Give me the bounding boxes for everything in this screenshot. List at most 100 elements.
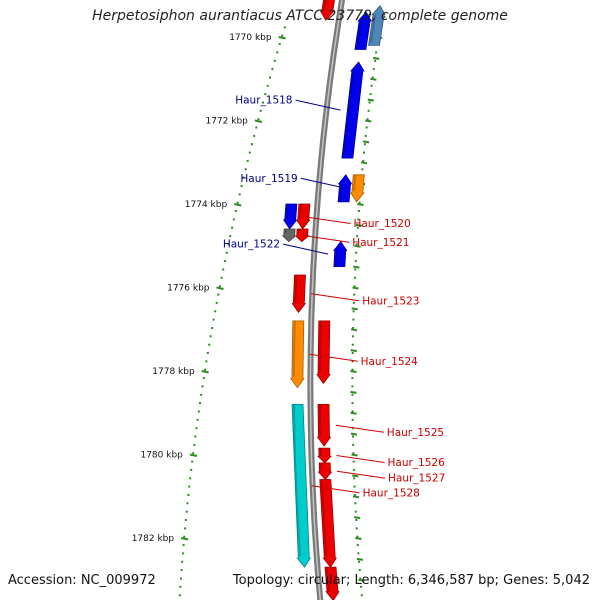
outer-ring-dot bbox=[357, 552, 360, 555]
outer-ring-dot bbox=[351, 393, 354, 396]
gene-arrow[interactable] bbox=[319, 479, 338, 568]
outer-ring-dot bbox=[358, 201, 361, 204]
scale-dot bbox=[251, 143, 253, 146]
gene-label[interactable]: Haur_1525 bbox=[387, 427, 444, 439]
backbone-highlight bbox=[309, 0, 343, 600]
outer-ring-dot bbox=[367, 109, 370, 112]
outer-ring-dot bbox=[353, 477, 356, 480]
genome-title: Herpetosiphon aurantiacus ATCC 23779, co… bbox=[92, 8, 508, 24]
gene-feature[interactable] bbox=[290, 320, 305, 389]
scale-label: 1772 kbp bbox=[205, 117, 248, 127]
gene-label[interactable]: Haur_1521 bbox=[352, 237, 409, 249]
gene-label[interactable]: Haur_1524 bbox=[361, 356, 419, 368]
gene-shade bbox=[319, 404, 322, 437]
gene-feature[interactable] bbox=[282, 203, 298, 230]
gene-arrow[interactable] bbox=[341, 61, 365, 159]
gene-shade bbox=[353, 174, 357, 191]
gene-feature[interactable] bbox=[319, 479, 338, 568]
minor-tick bbox=[353, 265, 360, 269]
outer-ring-dot bbox=[356, 535, 359, 538]
minor-tick bbox=[350, 328, 358, 332]
gene-feature[interactable] bbox=[368, 5, 386, 46]
scale-dot bbox=[229, 235, 232, 238]
gene-feature[interactable] bbox=[320, 0, 337, 21]
gene-arrow[interactable] bbox=[281, 228, 297, 243]
minor-tick bbox=[356, 557, 364, 561]
gene-label[interactable]: Haur_1520 bbox=[354, 218, 411, 230]
minor-tick bbox=[367, 98, 374, 102]
scale-dot bbox=[194, 435, 197, 438]
scale-dot bbox=[186, 502, 189, 505]
scale-dot bbox=[211, 327, 214, 329]
gene-feature[interactable] bbox=[281, 228, 297, 243]
label-leader bbox=[336, 470, 386, 479]
gene-arrow[interactable] bbox=[291, 403, 312, 568]
minor-tick bbox=[362, 140, 370, 144]
minor-tick bbox=[350, 370, 357, 373]
scale-dot bbox=[259, 109, 262, 112]
scale-label: 1778 kbp bbox=[152, 367, 195, 377]
gene-label[interactable]: Haur_1518 bbox=[235, 95, 292, 107]
scale-major-tick bbox=[233, 203, 242, 207]
label-leader bbox=[295, 99, 341, 111]
outer-ring-dot bbox=[357, 210, 360, 212]
scale-dot bbox=[188, 485, 191, 488]
gene-feature[interactable] bbox=[341, 61, 365, 159]
label-leader bbox=[300, 177, 346, 189]
gene-arrow[interactable] bbox=[282, 203, 298, 230]
label-leader bbox=[311, 485, 360, 494]
scale-dot bbox=[222, 268, 225, 271]
gene-label[interactable]: Haur_1527 bbox=[388, 473, 445, 485]
outer-ring-dot bbox=[352, 335, 354, 338]
gene-feature[interactable] bbox=[354, 11, 372, 50]
gene-feature[interactable] bbox=[316, 320, 331, 385]
scale-dot bbox=[189, 477, 192, 480]
outer-ring-dot bbox=[351, 410, 354, 413]
outer-ring-dot bbox=[352, 435, 354, 438]
gene-label[interactable]: Haur_1523 bbox=[362, 295, 419, 307]
outer-ring-dot bbox=[351, 402, 354, 405]
gene-label[interactable]: Haur_1519 bbox=[240, 173, 297, 185]
gene-feature[interactable] bbox=[291, 403, 312, 568]
scale-dot bbox=[238, 193, 241, 196]
accession-text: Accession: NC_009972 bbox=[8, 573, 156, 588]
scale-dot bbox=[286, 18, 289, 20]
gene-arrow[interactable] bbox=[350, 174, 365, 203]
scale-dot bbox=[184, 527, 187, 530]
gene-feature[interactable] bbox=[317, 462, 333, 481]
outer-ring-dot bbox=[362, 159, 365, 162]
minor-tick bbox=[373, 56, 380, 60]
outer-ring-dot bbox=[358, 569, 361, 572]
scale-dot bbox=[197, 410, 200, 413]
genome-summary: Topology: circular; Length: 6,346,587 bp… bbox=[232, 573, 590, 588]
gene-feature[interactable] bbox=[317, 447, 332, 464]
gene-feature[interactable] bbox=[350, 174, 365, 203]
gene-feature[interactable] bbox=[324, 566, 340, 600]
outer-ring-dot bbox=[369, 93, 372, 96]
gene-arrow[interactable] bbox=[291, 274, 307, 314]
outer-ring-dot bbox=[363, 143, 366, 146]
gene-label[interactable]: Haur_1526 bbox=[388, 457, 446, 469]
scale-dot bbox=[223, 260, 226, 263]
scale-dot bbox=[244, 168, 247, 171]
gene-shade bbox=[322, 0, 327, 11]
gene-feature[interactable] bbox=[291, 274, 307, 314]
scale-dot bbox=[234, 210, 237, 212]
gene-shade bbox=[326, 567, 330, 592]
gene-feature[interactable] bbox=[316, 403, 332, 447]
outer-ring-dot bbox=[352, 460, 355, 463]
gene-arrow[interactable] bbox=[290, 320, 305, 389]
gene-shade bbox=[356, 20, 363, 50]
gene-feature[interactable] bbox=[332, 240, 348, 268]
gene-label[interactable]: Haur_1522 bbox=[223, 239, 280, 251]
outer-ring-dot bbox=[351, 343, 354, 346]
scale-label: 1774 kbp bbox=[185, 200, 228, 210]
scale-dot bbox=[208, 343, 211, 346]
scale-dot bbox=[183, 535, 186, 538]
scale-dot bbox=[264, 93, 267, 96]
gene-label[interactable]: Haur_1528 bbox=[363, 487, 420, 499]
scale-dot bbox=[281, 34, 284, 37]
scale-dot bbox=[283, 26, 286, 29]
minor-tick bbox=[352, 286, 359, 290]
gene-arrow[interactable] bbox=[316, 320, 331, 385]
